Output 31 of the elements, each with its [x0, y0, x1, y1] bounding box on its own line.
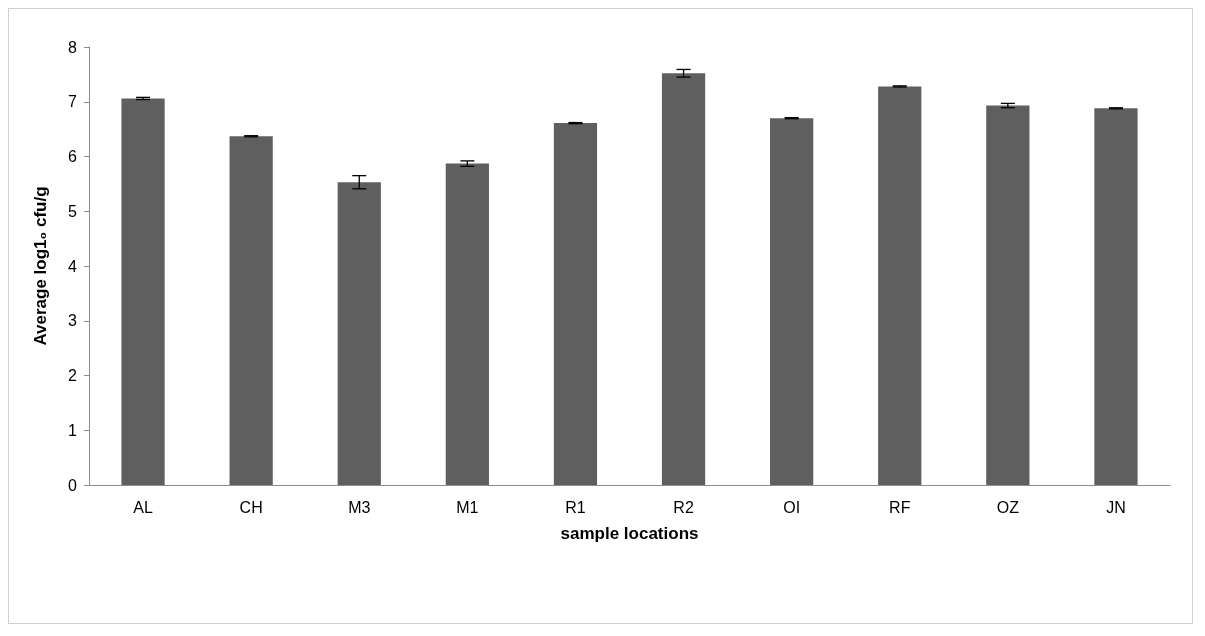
- y-tick-label: 8: [68, 38, 78, 56]
- bar: [986, 105, 1030, 485]
- y-axis-title: Average log1₀ cfu/g: [31, 186, 50, 346]
- y-tick-label: 1: [68, 421, 78, 439]
- x-tick-label: AL: [133, 498, 153, 516]
- x-tick-label: RF: [889, 498, 911, 516]
- x-tick-label: R1: [565, 498, 586, 516]
- y-tick-label: 7: [68, 93, 78, 111]
- y-tick-label: 0: [68, 476, 78, 494]
- bar: [445, 163, 489, 485]
- x-tick-label: CH: [239, 498, 263, 516]
- x-tick-label: M1: [456, 498, 479, 516]
- y-tick-label: 6: [68, 148, 78, 165]
- x-tick-label: OZ: [996, 498, 1020, 516]
- x-tick-label: M3: [348, 498, 371, 516]
- y-tick-label: 4: [68, 257, 78, 275]
- bar: [121, 98, 165, 485]
- x-tick-label: R2: [673, 498, 694, 516]
- bar: [661, 73, 706, 485]
- y-tick-label: 2: [68, 367, 78, 384]
- bar: [1094, 108, 1138, 485]
- bar: [770, 118, 814, 485]
- bar: [337, 182, 381, 485]
- y-tick-label: 3: [68, 312, 78, 330]
- x-tick-label: OI: [783, 498, 801, 516]
- bar: [878, 86, 922, 485]
- x-tick-label: JN: [1106, 498, 1126, 516]
- bar: [229, 136, 273, 485]
- bar: [553, 123, 598, 485]
- y-tick-label: 5: [68, 202, 78, 220]
- x-axis-title: sample locations: [560, 524, 699, 543]
